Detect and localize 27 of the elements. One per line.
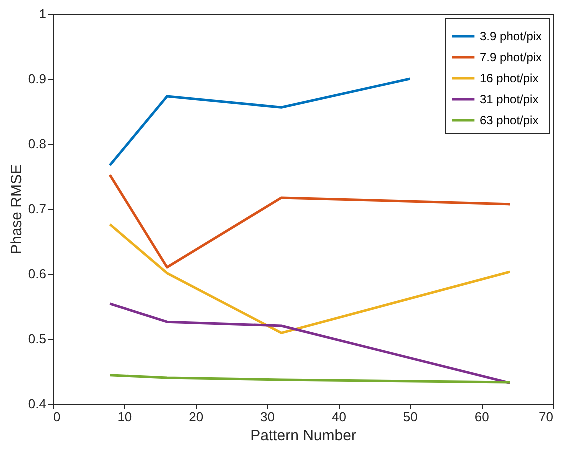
y-tick-label: 0.5 — [28, 332, 46, 346]
line-series — [108, 374, 512, 384]
x-tick-label: 50 — [403, 410, 418, 424]
y-tick-label: 0.8 — [28, 136, 46, 152]
legend-label: 31 phot/pix — [480, 92, 539, 106]
legend-label: 63 phot/pix — [480, 114, 539, 128]
y-tick-label: 0.4 — [28, 396, 46, 412]
line-series — [108, 174, 512, 269]
line-series — [108, 78, 412, 167]
y-tick-label: 0.6 — [28, 266, 46, 282]
line-series — [108, 223, 512, 334]
x-tick-label: 20 — [189, 410, 204, 424]
y-tick-label: 0.7 — [28, 202, 46, 216]
line-series — [108, 302, 512, 384]
y-tick-label: 1 — [39, 6, 46, 22]
legend-label: 16 phot/pix — [480, 72, 539, 86]
legend-label: 7.9 phot/pix — [480, 50, 542, 64]
legend-label: 3.9 phot/pix — [480, 30, 542, 44]
x-tick-label: 0 — [54, 410, 61, 424]
y-tick-label: 0.9 — [28, 72, 46, 86]
x-tick-label: 10 — [118, 410, 132, 424]
y-axis-title: Phase RMSE — [8, 164, 26, 255]
x-tick-label: 30 — [260, 410, 276, 424]
x-tick-label: 70 — [539, 410, 554, 424]
x-axis-title: Pattern Number — [250, 428, 356, 444]
x-tick-label: 60 — [474, 410, 490, 424]
x-tick-label: 40 — [332, 410, 346, 424]
